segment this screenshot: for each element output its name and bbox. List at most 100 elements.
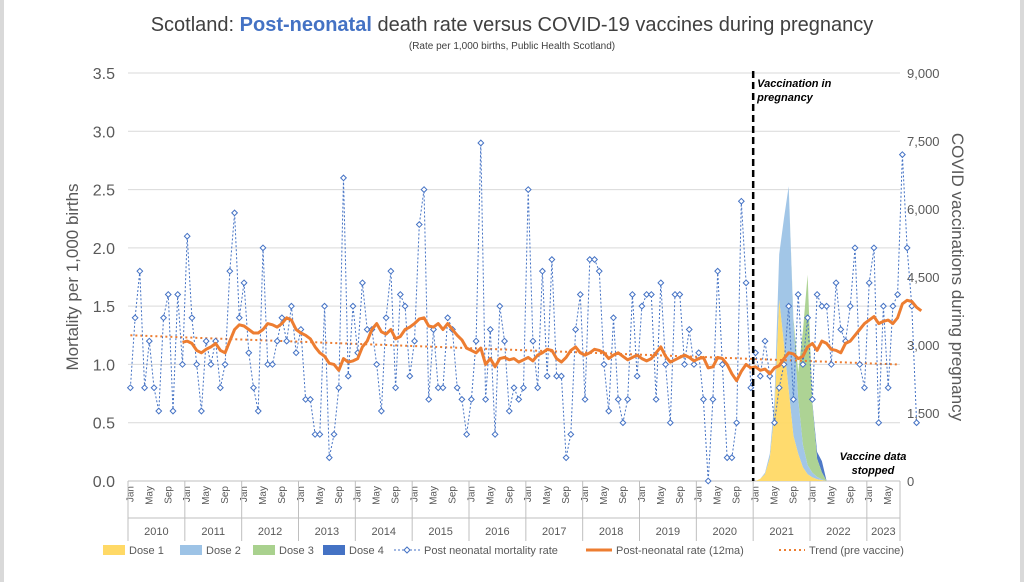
rate-point [515, 395, 523, 403]
rate-point [737, 197, 745, 205]
rate-point [671, 290, 679, 298]
rate-point [505, 407, 513, 415]
year-label: 2018 [599, 526, 623, 538]
month-tick-label: Sep [561, 486, 572, 504]
rate-point [875, 419, 883, 427]
year-label: 2014 [372, 526, 396, 538]
month-tick-label: Sep [675, 486, 686, 504]
rate-point [396, 290, 404, 298]
rate-point [486, 325, 494, 333]
rate-point [775, 384, 783, 392]
rate-point [846, 302, 854, 310]
y-axis-title: Mortality per 1,000 births [63, 183, 82, 370]
year-label: 2015 [428, 526, 452, 538]
rate-point [747, 384, 755, 392]
y-tick-label: 0.5 [93, 416, 115, 433]
y-tick-label: 1.5 [93, 299, 115, 316]
y2-tick-label: 6,000 [907, 202, 940, 217]
rate-point [804, 314, 812, 322]
rate-point [723, 454, 731, 462]
rate-point [538, 267, 546, 275]
legend-swatch [253, 545, 275, 555]
y2-tick-label: 7,500 [907, 134, 940, 149]
rate-point [377, 407, 385, 415]
rate-point [406, 372, 414, 380]
rate-point [278, 314, 286, 322]
year-label: 2021 [769, 526, 793, 538]
rate-point [572, 325, 580, 333]
month-tick-label: May [769, 486, 780, 505]
legend-label: Dose 1 [129, 545, 164, 557]
month-tick-label: Jan [125, 486, 136, 502]
rate-point [728, 454, 736, 462]
rate-point [453, 384, 461, 392]
rate-point [316, 430, 324, 438]
rate-point [292, 349, 300, 357]
rate-point [444, 314, 452, 322]
rate-point [647, 290, 655, 298]
rate-point [193, 360, 201, 368]
legend-item: Post neonatal mortality rate [394, 545, 558, 557]
rate-point [207, 360, 215, 368]
rate-point [420, 186, 428, 194]
rate-point [273, 337, 281, 345]
month-tick-label: May [656, 486, 667, 505]
rate-point [789, 395, 797, 403]
month-tick-label: Jan [466, 486, 477, 502]
rate-point [250, 384, 258, 392]
rate-point [699, 395, 707, 403]
legend-label: Post neonatal mortality rate [424, 545, 558, 557]
vaccination-annotation: Vaccination in [757, 78, 831, 90]
rate-point [321, 302, 329, 310]
rate-point [382, 314, 390, 322]
rate-point [605, 407, 613, 415]
vaccine-area [755, 186, 827, 482]
month-tick-label: May [883, 486, 894, 505]
rate-point [837, 325, 845, 333]
rate-point [268, 360, 276, 368]
legend-label: Dose 2 [206, 545, 241, 557]
rate-point [155, 407, 163, 415]
month-tick-label: Sep [732, 486, 743, 504]
rate-point [591, 256, 599, 264]
rate-point [794, 290, 802, 298]
month-tick-label: Sep [447, 486, 458, 504]
rate-point [818, 302, 826, 310]
month-tick-label: May [713, 486, 724, 505]
rate-point [439, 384, 447, 392]
rate-point [714, 267, 722, 275]
rate-point [827, 360, 835, 368]
legend-swatch [323, 545, 345, 555]
y2-tick-label: 1,500 [907, 406, 940, 421]
rate-point [145, 337, 153, 345]
year-label: 2016 [485, 526, 509, 538]
rate-point [609, 314, 617, 322]
rate-point [235, 314, 243, 322]
month-tick-label: Jan [182, 486, 193, 502]
month-tick-label: May [485, 486, 496, 505]
rate-point [903, 244, 911, 252]
rate-point [491, 430, 499, 438]
rate-point [216, 384, 224, 392]
rate-point [150, 384, 158, 392]
title-highlight: Post-neonatal [239, 14, 372, 36]
title-prefix: Scotland: [150, 14, 240, 36]
legend-item: Dose 1 [103, 545, 164, 557]
rate-point [264, 360, 272, 368]
rate-point [183, 232, 191, 240]
rate-point [676, 290, 684, 298]
y-tick-label: 2.0 [93, 241, 115, 258]
month-tick-label: Jan [694, 486, 705, 502]
rate-point [619, 419, 627, 427]
rate-point [510, 384, 518, 392]
rate-point [373, 360, 381, 368]
rate-point [879, 302, 887, 310]
month-tick-label: Jan [580, 486, 591, 502]
rate-point [614, 395, 622, 403]
rate-point [733, 419, 741, 427]
rate-point [695, 349, 703, 357]
legend-swatch [103, 545, 125, 555]
y-tick-label: 3.5 [93, 66, 115, 83]
rate-point [169, 407, 177, 415]
month-tick-label: Sep [845, 486, 856, 504]
